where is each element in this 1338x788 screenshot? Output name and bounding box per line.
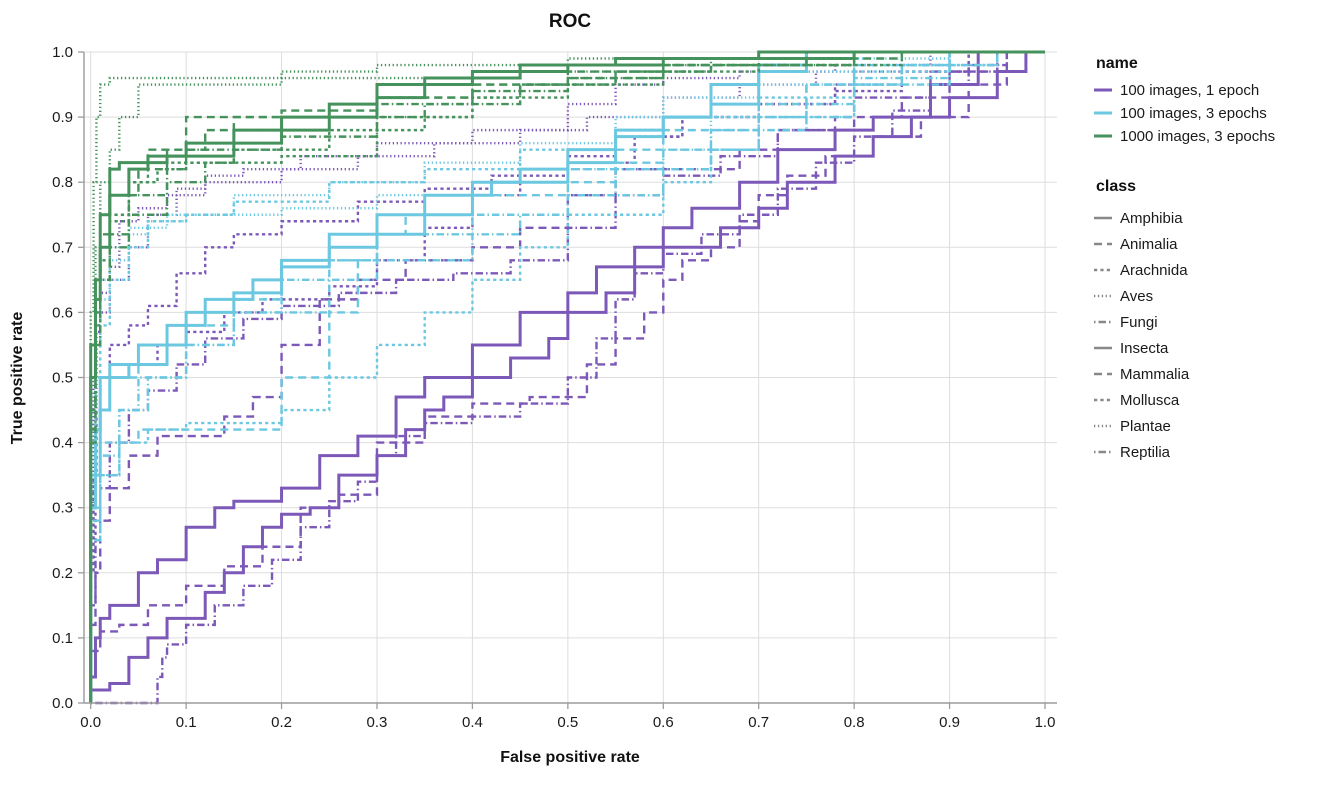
legend-class-label: Arachnida — [1120, 262, 1188, 279]
y-tick-label: 0.1 — [52, 630, 73, 647]
roc-curves — [89, 50, 1045, 705]
roc-curve — [89, 50, 1045, 703]
legend-class-label: Insecta — [1120, 340, 1169, 357]
legend-class-label: Mammalia — [1120, 366, 1190, 383]
x-tick-label: 0.7 — [748, 714, 769, 731]
legend-name-label: 100 images, 3 epochs — [1120, 105, 1267, 122]
roc-curve — [89, 50, 1045, 703]
roc-curve — [89, 50, 1045, 703]
x-tick-label: 0.4 — [462, 714, 483, 731]
chart-title: ROC — [549, 11, 592, 32]
y-tick-label: 0.5 — [52, 370, 73, 387]
y-tick-label: 0.6 — [52, 304, 73, 321]
x-tick-label: 0.0 — [80, 714, 101, 731]
x-tick-label: 1.0 — [1035, 714, 1056, 731]
roc-curve — [89, 50, 1045, 703]
legend-class-label: Mollusca — [1120, 392, 1180, 409]
y-tick-label: 0.7 — [52, 239, 73, 256]
legend-class-label: Fungi — [1120, 314, 1158, 331]
y-tick-label: 0.2 — [52, 565, 73, 582]
y-tick-label: 1.0 — [52, 44, 73, 61]
legend-class-label: Plantae — [1120, 418, 1171, 435]
x-tick-label: 0.5 — [557, 714, 578, 731]
y-tick-label: 0.3 — [52, 500, 73, 517]
x-tick-label: 0.8 — [844, 714, 865, 731]
legend-class-title: class — [1096, 178, 1136, 195]
legend-class-label: Aves — [1120, 288, 1153, 305]
x-tick-label: 0.1 — [176, 714, 197, 731]
legend-name-label: 100 images, 1 epoch — [1120, 82, 1259, 99]
y-tick-label: 0.0 — [52, 695, 73, 712]
axes: 0.0 0.0 0.1 0.1 0.2 0.2 0.3 0.3 0.4 0.4 0.5 0.5 0.6 0… — [52, 44, 1057, 731]
legend-name-label: 1000 images, 3 epochs — [1120, 128, 1275, 145]
legend-name-entries: 100 images, 1 epoch 100 images, 3 epochs 1… — [1094, 82, 1275, 145]
x-tick-label: 0.6 — [653, 714, 674, 731]
x-axis-title: False positive rate — [500, 749, 640, 766]
y-axis-title: True positive rate — [9, 312, 26, 445]
y-tick-label: 0.9 — [52, 109, 73, 126]
roc-curve — [89, 50, 1045, 703]
roc-curve — [90, 50, 1045, 705]
legend-class-label: Animalia — [1120, 236, 1178, 253]
x-tick-label: 0.3 — [367, 714, 388, 731]
roc-curve — [89, 50, 1045, 703]
roc-curve — [89, 50, 1045, 703]
x-tick-label: 0.9 — [939, 714, 960, 731]
roc-curve — [89, 50, 1045, 703]
legend-name-title: name — [1096, 55, 1138, 72]
roc-curve — [89, 50, 1045, 703]
y-tick-label: 0.8 — [52, 174, 73, 191]
legend-class-entries: Amphibia Animalia Arachnida Aves Fungi Insect… — [1094, 210, 1190, 461]
y-tick-label: 0.4 — [52, 435, 73, 452]
legend-class-label: Reptilia — [1120, 444, 1171, 461]
x-tick-label: 0.2 — [271, 714, 292, 731]
legend-class-label: Amphibia — [1120, 210, 1183, 227]
